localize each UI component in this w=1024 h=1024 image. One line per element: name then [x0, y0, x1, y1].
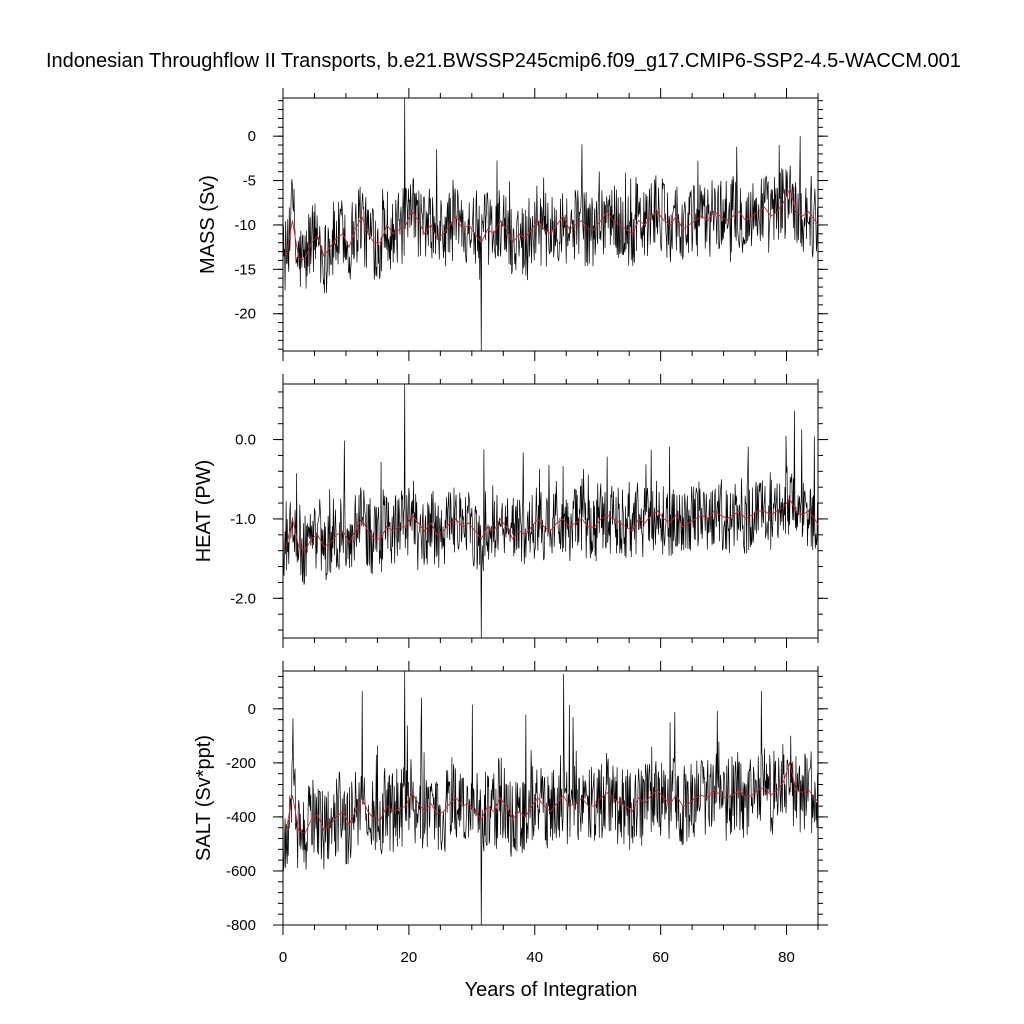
mass-ylabel: MASS (Sv) [197, 175, 219, 274]
x-tick-label: 60 [652, 949, 669, 966]
heat-annual-mean-line [285, 498, 818, 552]
salt-ytick-label: 0 [248, 701, 256, 718]
x-axis-title: Years of Integration [465, 979, 638, 1001]
heat-ytick-label: 0.0 [235, 432, 256, 449]
mass-ytick-label: -5 [243, 173, 256, 190]
salt-plot-frame [282, 670, 819, 926]
heat-ytick-label: -2.0 [230, 590, 256, 607]
mass-ytick-label: -15 [234, 261, 256, 278]
heat-ylabel: HEAT (PW) [193, 460, 215, 563]
x-tick-label: 40 [526, 949, 543, 966]
heat-ytick-label: -1.0 [230, 511, 256, 528]
salt-ylabel: SALT (Sv*ppt) [193, 735, 215, 861]
x-tick-labels: 0 20 40 60 80 [279, 949, 795, 966]
mass-ytick-label: 0 [248, 128, 256, 145]
salt-ytick-label: -800 [226, 917, 256, 934]
salt-annual-mean-line [285, 761, 818, 834]
mass-ytick-label: -10 [234, 217, 256, 234]
panel-heat: 0.0 -1.0 -2.0 HEAT (PW) [193, 374, 828, 648]
chart-title: Indonesian Throughflow II Transports, b.… [46, 50, 961, 72]
salt-series-layer [283, 671, 818, 925]
mass-tick-layer: 0 -5 -10 -15 -20 [234, 88, 828, 361]
heat-tick-layer: 0.0 -1.0 -2.0 [230, 374, 828, 648]
mass-monthly-series-line [283, 98, 818, 351]
mass-ytick-label: -20 [234, 306, 256, 323]
heat-monthly-series-line [283, 384, 818, 638]
salt-tick-layer: 0 -200 -400 -600 -800 [226, 661, 828, 935]
salt-ytick-label: -400 [226, 809, 256, 826]
x-tick-label: 0 [279, 949, 287, 966]
salt-monthly-series-line [283, 671, 818, 925]
mass-annual-mean-line [285, 188, 818, 261]
salt-ytick-label: -600 [226, 863, 256, 880]
panel-salt: 0 -200 -400 -600 -800 SALT (Sv*ppt) [193, 661, 828, 935]
x-tick-label: 80 [778, 949, 795, 966]
x-tick-label: 20 [401, 949, 418, 966]
heat-plot-frame [282, 383, 819, 639]
panel-mass: 0 -5 -10 -15 -20 MASS (Sv) [197, 88, 828, 361]
heat-series-layer [283, 384, 818, 638]
salt-ytick-label: -200 [226, 755, 256, 772]
mass-series-layer [283, 98, 818, 351]
